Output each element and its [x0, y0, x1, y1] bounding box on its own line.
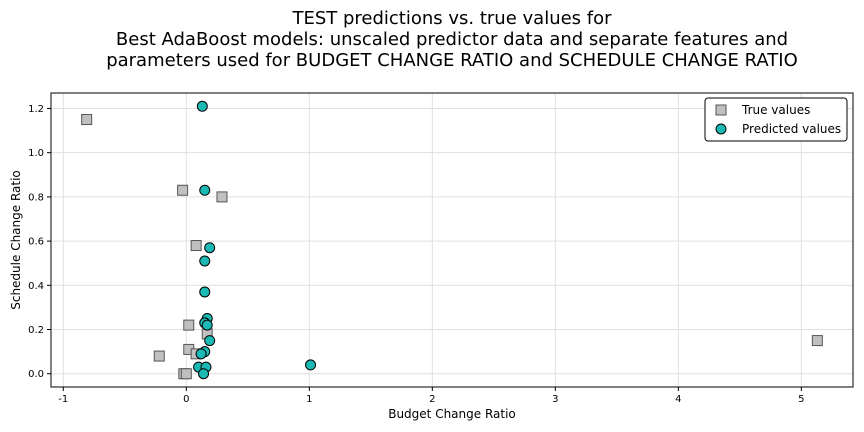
legend-marker-true-values: [715, 104, 727, 116]
true-value-point: [811, 335, 823, 347]
x-tick-label: 3: [552, 394, 558, 405]
x-tick-label: 1: [306, 394, 312, 405]
y-axis-label: Schedule Change Ratio: [9, 170, 23, 310]
grid-lines: [51, 93, 853, 387]
legend-marker-predicted-values: [715, 123, 727, 135]
chart-title-line-3: parameters used for BUDGET CHANGE RATIO …: [106, 50, 798, 71]
true-value-point: [190, 240, 202, 252]
y-tick-label: 1.0: [28, 148, 44, 159]
y-tick-label: 0.0: [28, 369, 44, 380]
predicted-value-point: [305, 359, 317, 371]
legend-label-true-values: True values: [741, 103, 810, 117]
predicted-value-point: [195, 348, 207, 360]
predicted-value-point: [204, 242, 216, 254]
predicted-value-point: [204, 335, 216, 347]
y-tick-label: 0.2: [28, 325, 44, 336]
x-tick-label: -1: [58, 394, 68, 405]
predicted-value-point: [199, 286, 211, 298]
chart-title-line-2: Best AdaBoost models: unscaled predictor…: [115, 29, 789, 50]
true-value-point: [177, 184, 189, 196]
predicted-value-point: [199, 255, 211, 267]
x-tick-label: 5: [798, 394, 804, 405]
true-value-point: [216, 191, 228, 203]
true-value-point: [180, 368, 192, 380]
x-axis-label: Budget Change Ratio: [388, 407, 516, 421]
data-points: [81, 100, 823, 380]
plot-area: [50, 92, 854, 388]
chart-title: TEST predictions vs. true values for Bes…: [0, 8, 864, 71]
x-tick-label: 2: [429, 394, 435, 405]
y-axis: 0.0 0.2 0.4 0.6 0.8 1.0 1.2: [28, 104, 51, 380]
y-tick-label: 0.6: [28, 237, 44, 248]
x-axis: -1 0 1 2 3 4 5: [58, 387, 805, 405]
predicted-value-point: [201, 319, 213, 331]
predicted-value-point: [196, 100, 208, 112]
chart-title-line-1: TEST predictions vs. true values for: [292, 8, 612, 29]
y-tick-label: 0.8: [28, 192, 44, 203]
legend-label-predicted-values: Predicted values: [742, 122, 841, 136]
predicted-value-point: [199, 184, 211, 196]
true-value-point: [81, 114, 93, 126]
y-tick-label: 0.4: [28, 281, 44, 292]
legend: True values Predicted values: [704, 97, 848, 142]
legend-box: [704, 97, 848, 142]
true-value-point: [183, 319, 195, 331]
x-tick-label: 4: [675, 394, 681, 405]
true-value-point: [153, 350, 165, 362]
x-tick-label: 0: [183, 394, 189, 405]
predicted-value-point: [198, 368, 210, 380]
y-tick-label: 1.2: [28, 104, 44, 115]
